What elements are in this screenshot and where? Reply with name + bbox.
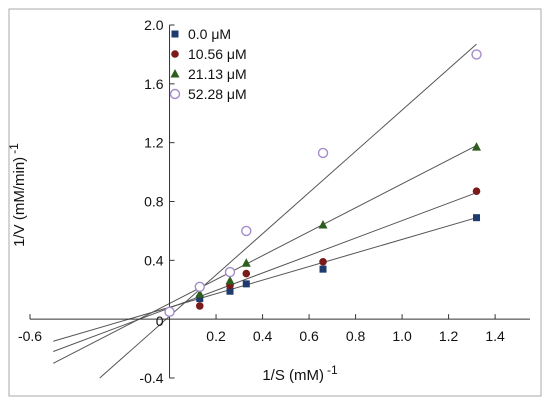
x-tick-label: 0.2	[206, 328, 226, 344]
axes	[29, 24, 530, 379]
x-tick-label: 1.0	[392, 328, 412, 344]
x-tick-label: 0.4	[253, 328, 273, 344]
legend-label: 52.28 μM	[188, 86, 247, 102]
legend: 0.0 μM 10.56 μM 21.13 μM 52.28 μM	[169, 26, 247, 102]
legend-marker	[171, 50, 179, 58]
data-markers	[164, 49, 482, 318]
legend-label: 0.0 μM	[188, 26, 231, 42]
x-tick-label: 1.4	[485, 328, 505, 344]
fit-line	[53, 192, 477, 352]
data-point	[194, 281, 205, 293]
y-tick-label: 1.2	[144, 135, 164, 151]
legend-label: 21.13 μM	[188, 66, 247, 82]
fit-line	[99, 43, 477, 379]
data-point	[241, 258, 251, 267]
y-tick-label: 0.8	[144, 194, 164, 210]
origin-label: 0	[156, 313, 164, 329]
data-point	[473, 214, 481, 222]
fit-line	[53, 145, 477, 364]
data-point	[472, 142, 482, 151]
data-point	[317, 147, 329, 159]
data-point	[195, 302, 204, 310]
data-point	[319, 265, 327, 273]
x-tick-label: 0.6	[299, 328, 319, 344]
data-point	[241, 225, 252, 237]
x-tick-label: -0.6	[18, 328, 42, 344]
data-point	[319, 258, 327, 266]
data-point	[226, 287, 234, 295]
legend-marker	[170, 69, 180, 78]
y-tick-label: 2.0	[144, 17, 164, 33]
fit-lines	[53, 43, 477, 379]
data-point	[224, 266, 236, 278]
x-axis-title: 1/S (mM) -1	[262, 363, 338, 384]
data-point	[195, 289, 205, 298]
legend-marker	[171, 30, 179, 38]
data-point	[196, 295, 204, 303]
data-point	[472, 187, 481, 196]
x-tick-label: 1.2	[439, 328, 459, 344]
y-axis-title: 1/V (mM/min)-1	[7, 143, 28, 247]
data-point	[242, 280, 250, 288]
data-point	[164, 306, 175, 318]
chart-frame	[8, 8, 542, 397]
data-point	[225, 275, 235, 285]
x-tick-label: 0.8	[346, 328, 366, 344]
axis-titles: 1/S (mM) -1 1/V (mM/min)-1	[7, 143, 338, 384]
data-point	[318, 220, 328, 229]
y-tick-label: 0.4	[144, 252, 164, 268]
y-tick-label: 1.6	[144, 76, 164, 92]
tick-labels: -0.4 0.4 0.8 1.2 1.6 2.0 -0.6 0.2 0.4 0.6 0.8 1.0 1.…	[18, 17, 505, 386]
legend-label: 10.56 μM	[188, 46, 247, 62]
data-point	[242, 269, 251, 278]
legend-marker	[169, 88, 181, 100]
y-tick-label: -0.4	[139, 370, 163, 386]
data-point	[471, 49, 482, 60]
fit-line	[53, 217, 477, 342]
